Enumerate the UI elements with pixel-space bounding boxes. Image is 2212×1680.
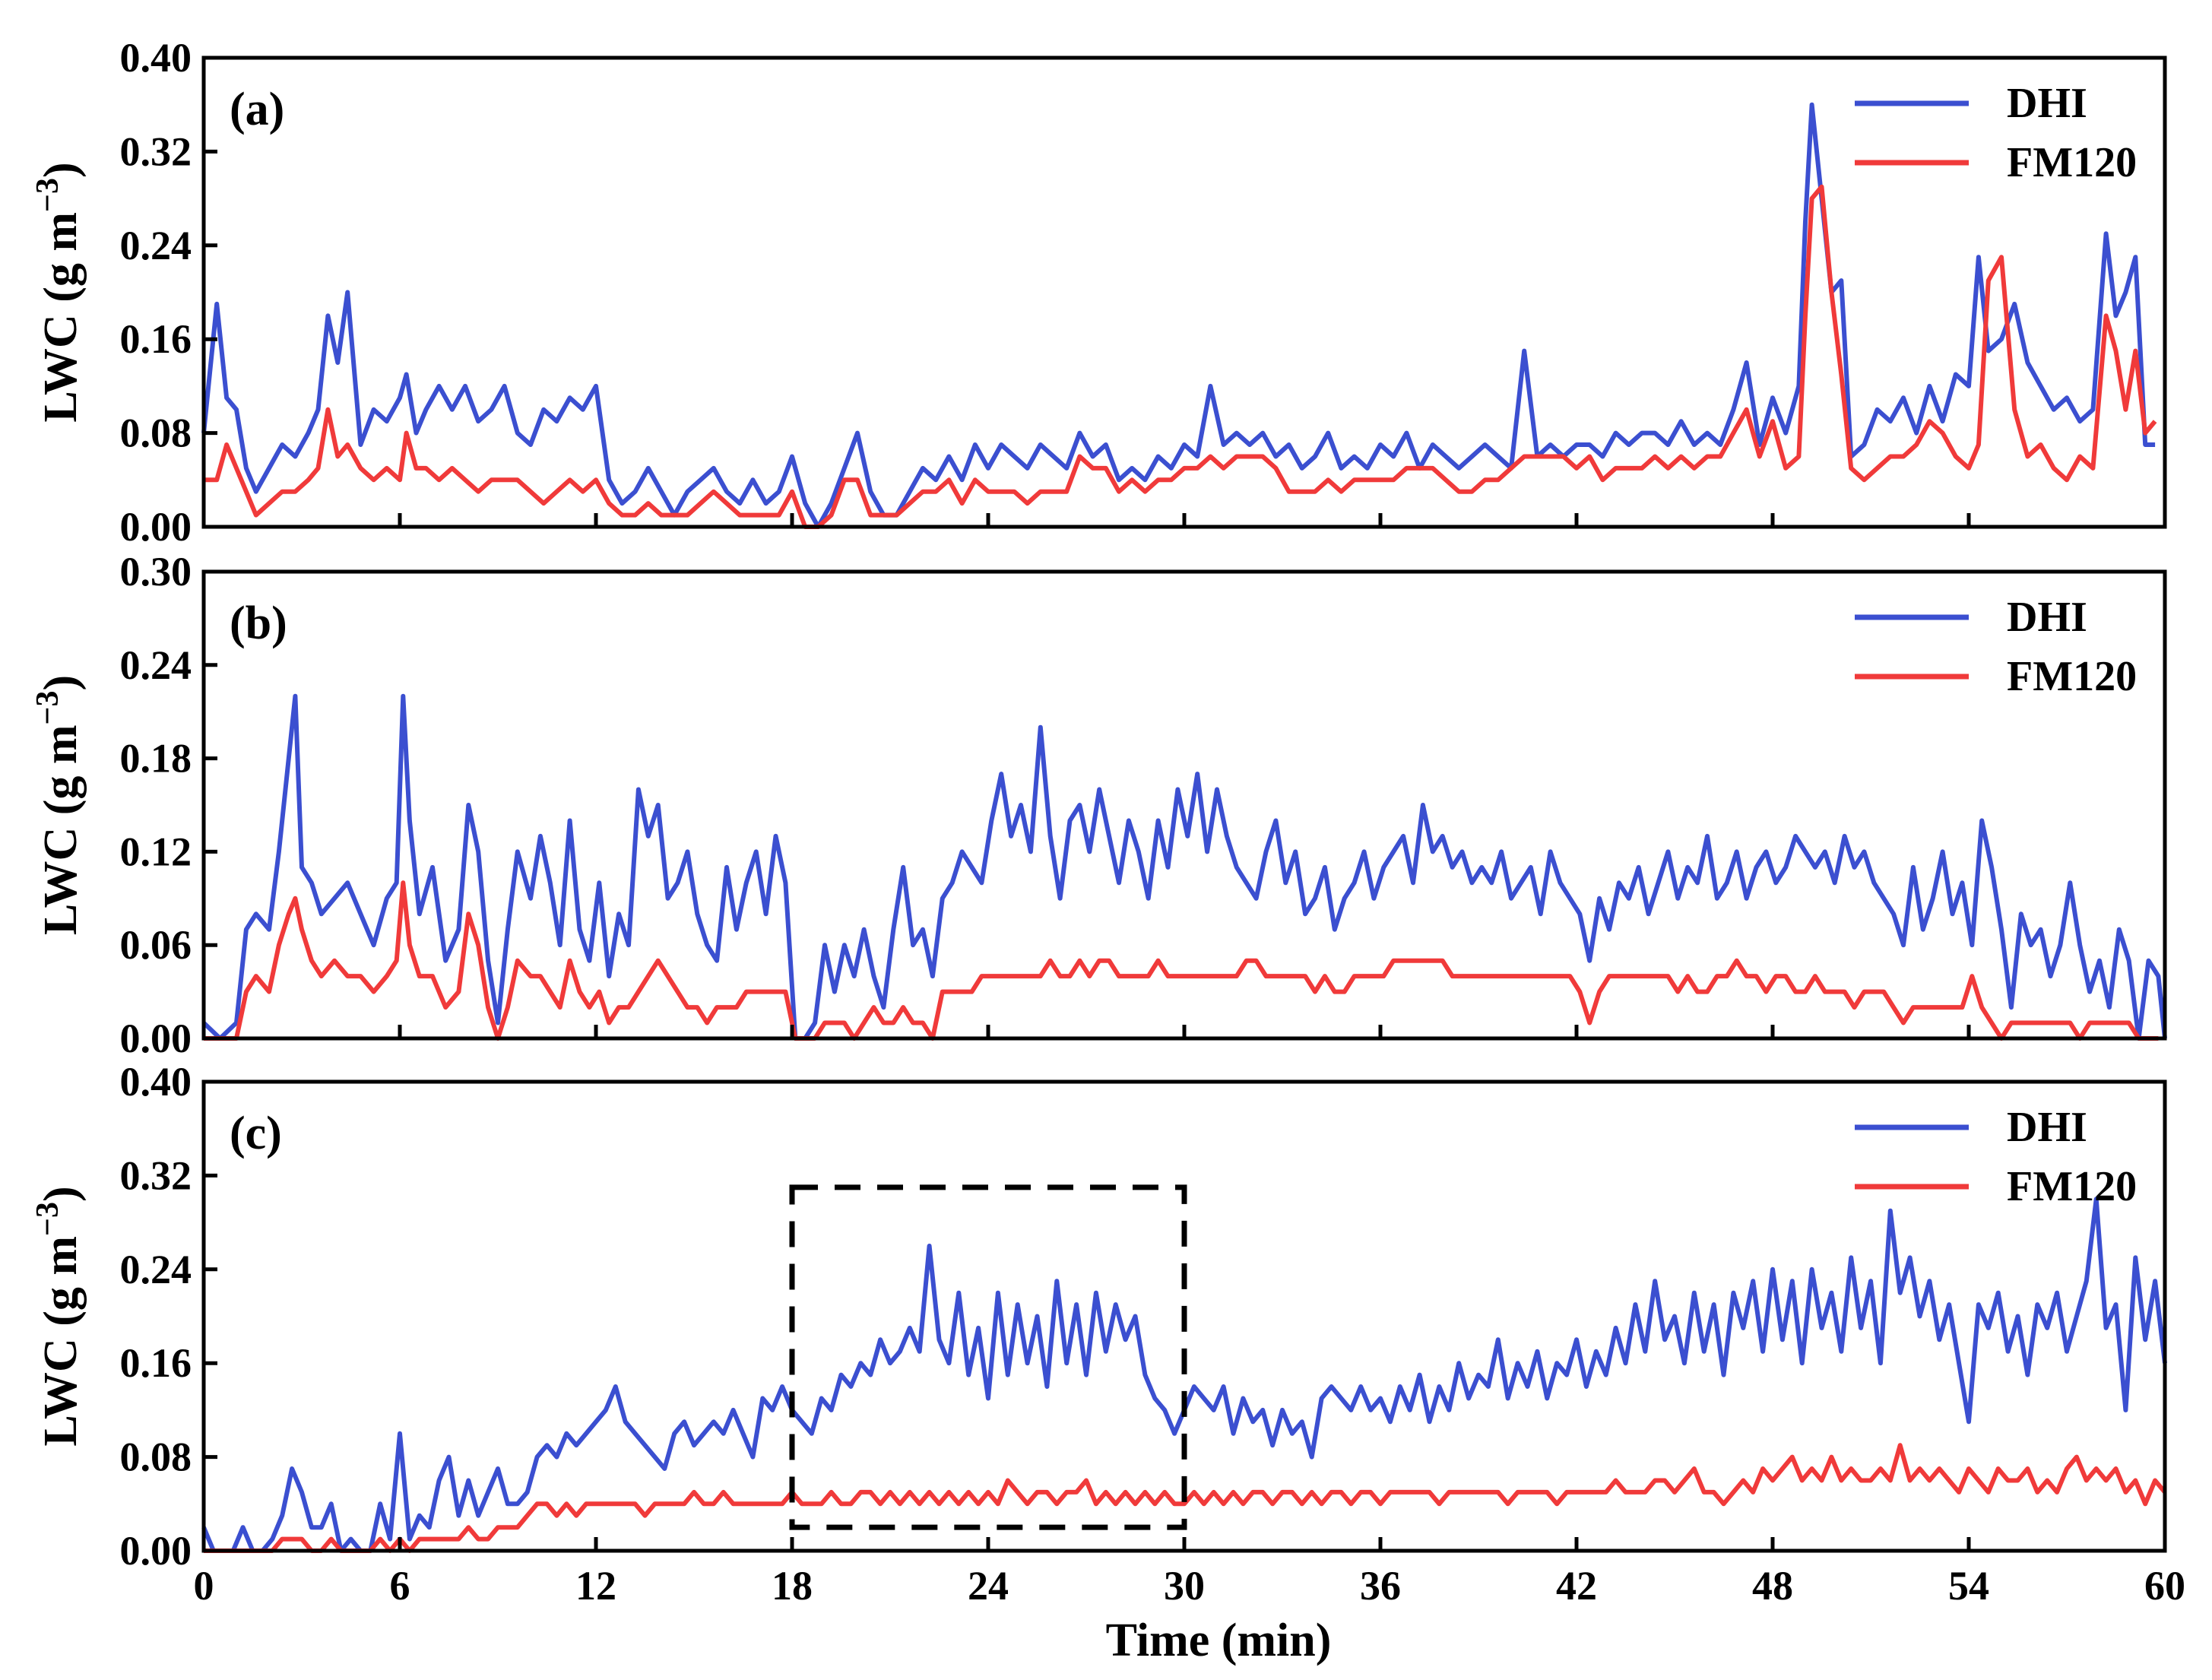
y-tick-label: 0.40: [120, 1059, 192, 1105]
panel-label: (c): [230, 1108, 282, 1159]
panel-a: 0.00 0.08 0.16 0.24 0.32 0.40 (a) LWC (g m−3) DH…: [30, 35, 2167, 550]
plot-frame: [201, 55, 2167, 529]
x-tick-label: 24: [968, 1563, 1009, 1609]
y-tick-label: 0.00: [120, 504, 192, 550]
series-line-fm120: [204, 1443, 2167, 1553]
x-tick-label: 54: [1948, 1563, 1989, 1609]
y-tick-label: 0.32: [120, 1152, 192, 1198]
panel-label: (a): [230, 84, 284, 135]
x-tick-label: 48: [1752, 1563, 1793, 1609]
y-tick-label: 0.08: [120, 410, 192, 456]
panel-label: (b): [230, 598, 287, 649]
x-tick-label: 36: [1360, 1563, 1401, 1609]
y-axis-label: LWC (g m−3): [30, 1186, 87, 1446]
y-tick-label: 0.30: [120, 549, 192, 594]
legend-label-fm120: FM120: [2007, 653, 2137, 700]
y-tick-label: 0.12: [120, 829, 192, 874]
legend-label-dhi: DHI: [2007, 1104, 2087, 1151]
y-tick-label: 0.24: [120, 642, 192, 688]
x-tick-label: 60: [2144, 1563, 2185, 1609]
x-tick-label: 18: [772, 1563, 813, 1609]
x-tick-label: 0: [194, 1563, 214, 1609]
x-tick-label: 30: [1164, 1563, 1205, 1609]
x-tick-label: 42: [1556, 1563, 1597, 1609]
panels: 0.00 0.08 0.16 0.24 0.32 0.40 (a) LWC (g m−3) DH…: [30, 35, 2185, 1609]
y-tick-label: 0.08: [120, 1434, 192, 1480]
panel-c: 0.00 0.08 0.16 0.24 0.32 0.40 0 6 12 18 24 30 36 42 48…: [30, 1059, 2185, 1609]
y-axis-label: LWC (g m−3): [30, 675, 87, 935]
panel-b: 0.00 0.06 0.12 0.18 0.24 0.30 (b) LWC (g m−3) DH…: [30, 549, 2167, 1061]
y-tick-label: 0.16: [120, 1340, 192, 1386]
x-tick-label: 6: [390, 1563, 410, 1609]
y-tick-label: 0.18: [120, 736, 192, 781]
legend-label-dhi: DHI: [2007, 594, 2087, 641]
series-line-dhi: [201, 102, 2156, 529]
x-axis-label: Time (min): [1106, 1615, 1332, 1666]
highlight-box: [789, 1184, 1187, 1530]
plot-frame: [201, 569, 2167, 1041]
legend-label-fm120: FM120: [2007, 1163, 2137, 1210]
y-axis-label: LWC (g m−3): [30, 162, 87, 422]
series-line-dhi: [201, 693, 2167, 1041]
x-tick-label: 12: [575, 1563, 616, 1609]
y-tick-label: 0.32: [120, 128, 192, 174]
legend-label-fm120: FM120: [2007, 139, 2137, 186]
series-line-fm120: [204, 184, 2157, 529]
y-tick-label: 0.00: [120, 1528, 192, 1574]
y-tick-label: 0.00: [120, 1016, 192, 1061]
y-tick-label: 0.16: [120, 316, 192, 362]
series-line-fm120: [204, 880, 2159, 1041]
legend-label-dhi: DHI: [2007, 80, 2087, 127]
y-tick-label: 0.06: [120, 922, 192, 968]
y-tick-label: 0.24: [120, 1247, 192, 1292]
y-tick-label: 0.24: [120, 223, 192, 268]
y-tick-label: 0.40: [120, 35, 192, 81]
